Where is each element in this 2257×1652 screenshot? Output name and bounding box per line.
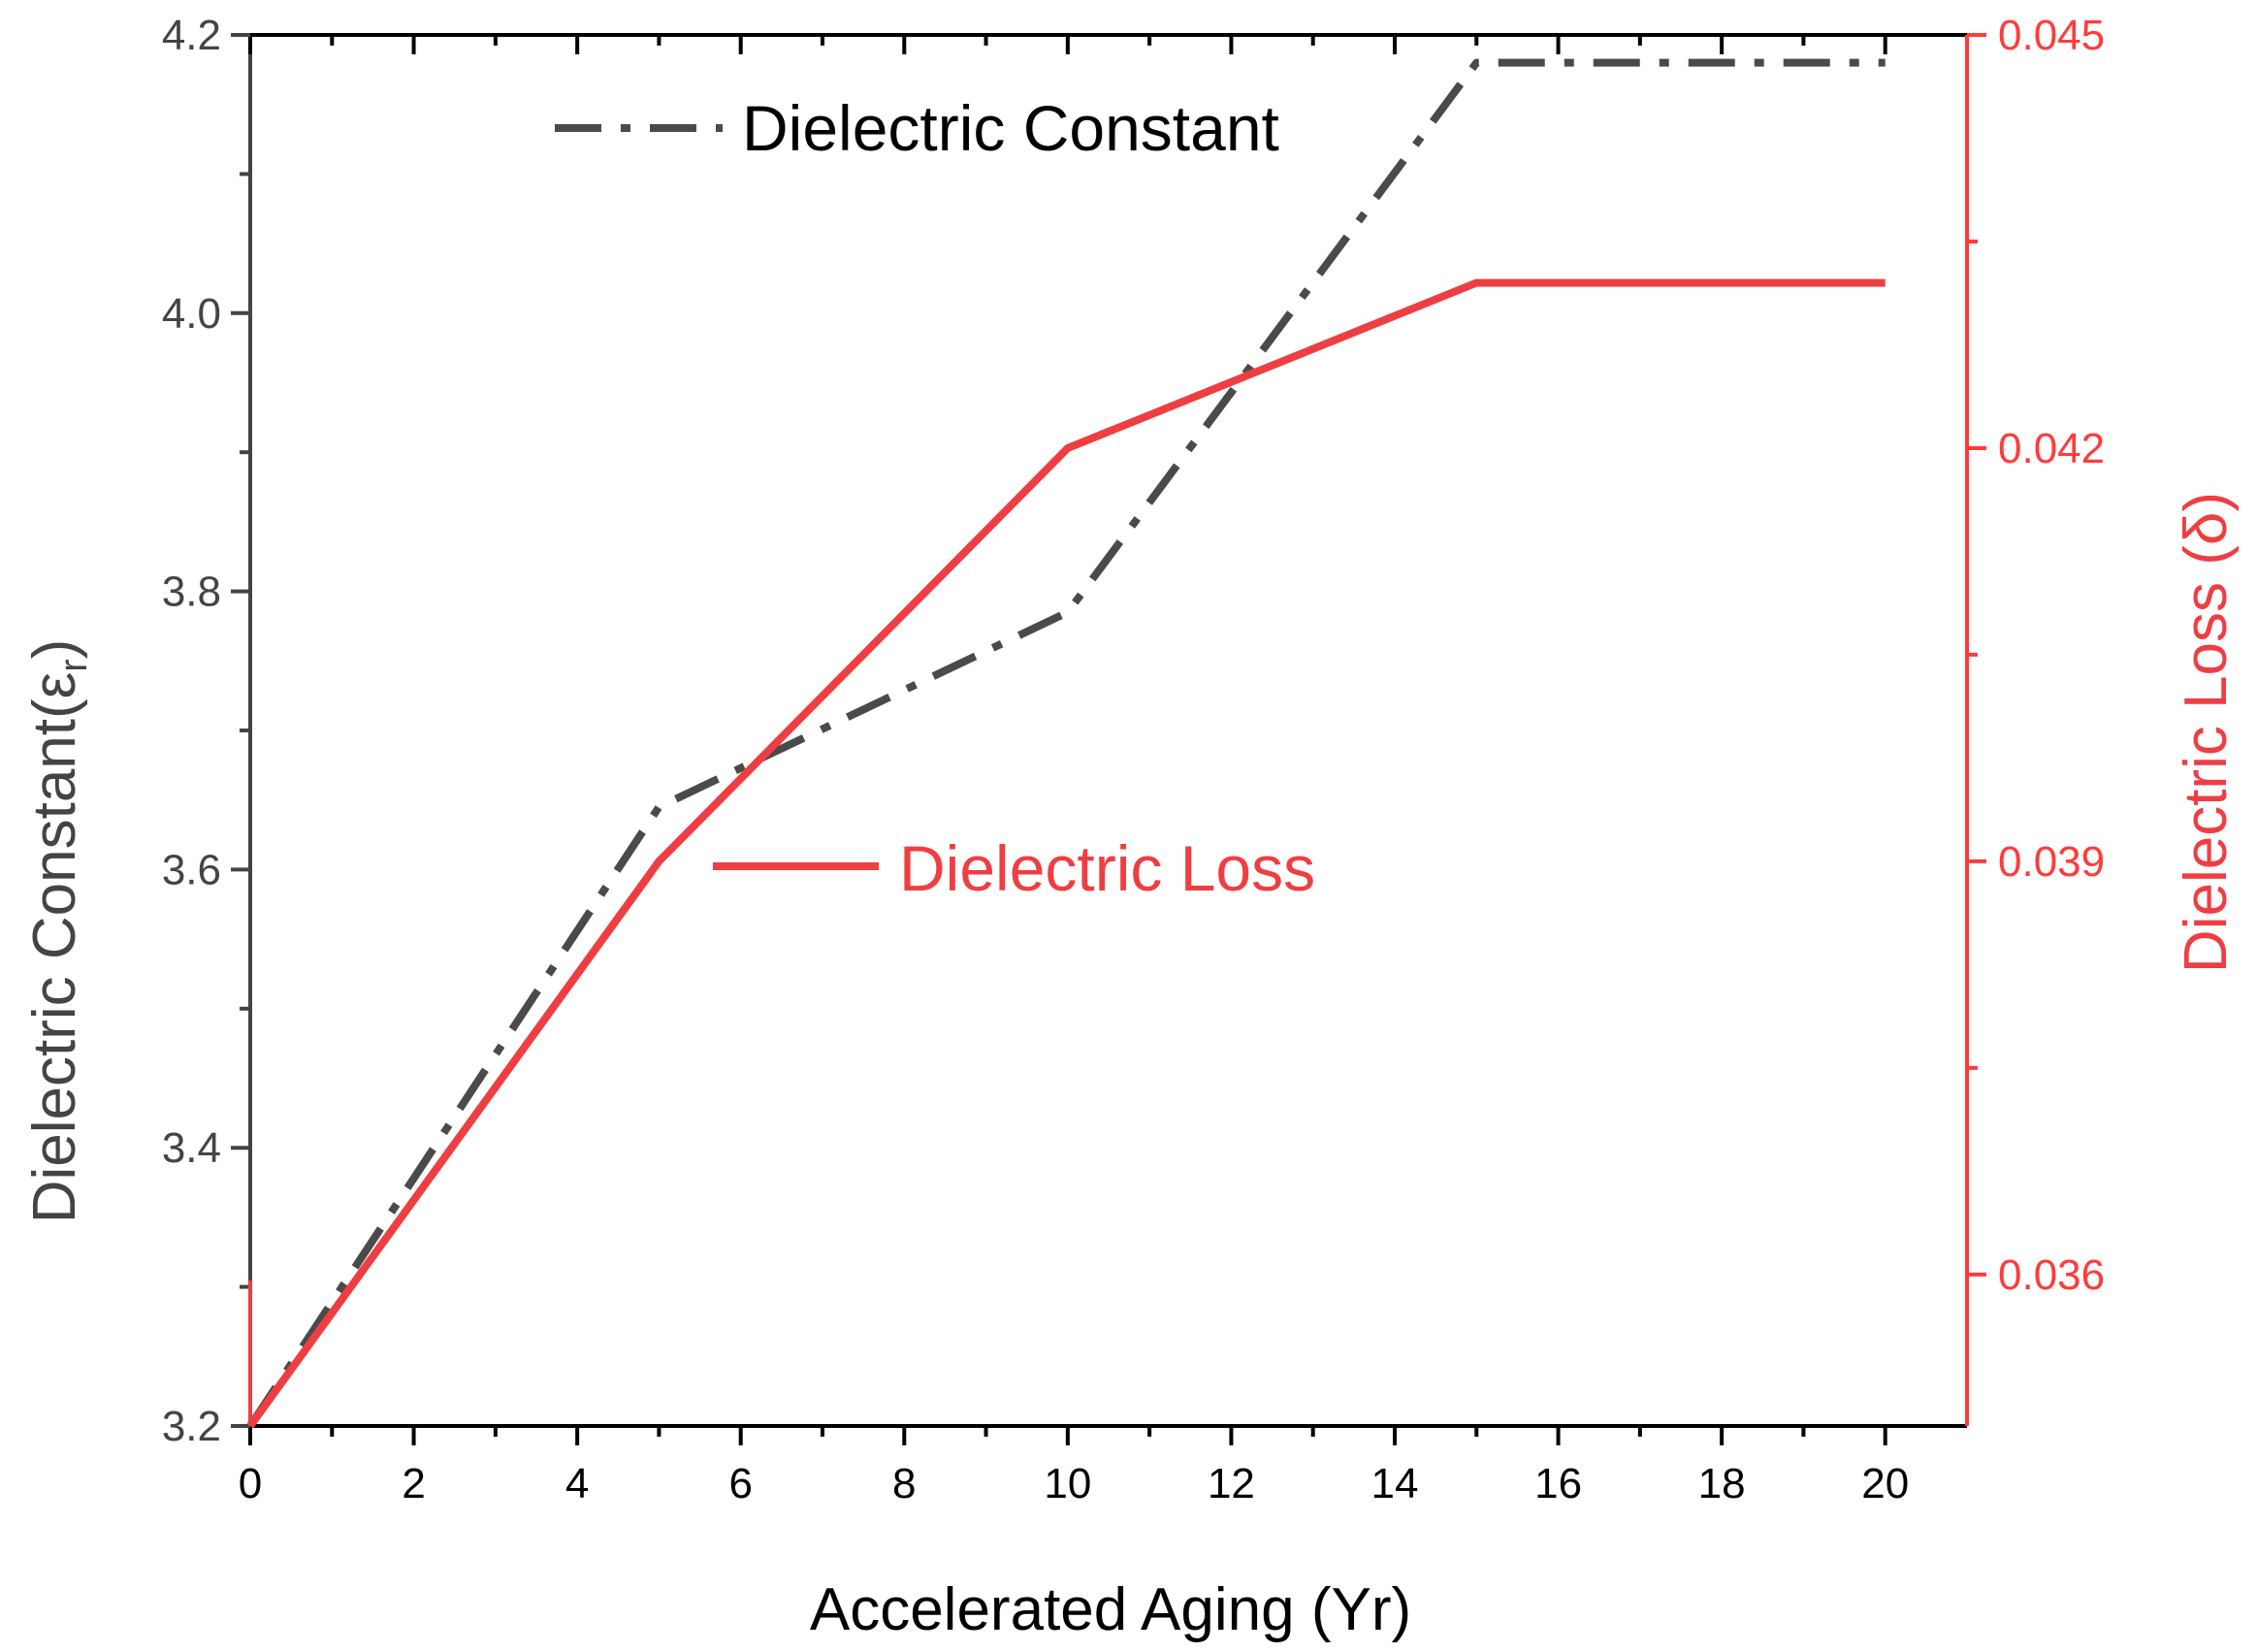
- axes: 0 2 4 6 8 10 12 14 16 18 20 3.2 3.4 3.6 3.8 4.0 4.2 0.036…: [162, 12, 2105, 1507]
- y-right-tick-label: 0.039: [1998, 838, 2105, 886]
- legend: Dielectric Constant Dielectric Loss: [555, 92, 1315, 904]
- x-tick-label: 18: [1698, 1460, 1746, 1507]
- y-axis-left-title-main: Dielectric Constant(ε: [21, 672, 88, 1224]
- y-right-tick-label: 0.045: [1998, 12, 2105, 59]
- x-tick-label: 16: [1534, 1460, 1582, 1507]
- y-axis-left-title-close: ): [21, 639, 88, 660]
- series-line-dielectric-loss: [246, 278, 1886, 1429]
- y-left-tick-label: 3.8: [162, 568, 221, 616]
- x-tick-label: 10: [1044, 1460, 1091, 1507]
- y-left-tick-label: 4.0: [162, 290, 221, 338]
- y-axis-left-title-subscript: r: [52, 659, 95, 671]
- x-tick-label: 14: [1371, 1460, 1419, 1507]
- legend-label-dielectric-constant: Dielectric Constant: [742, 92, 1279, 164]
- y-left-tick-label: 3.2: [162, 1403, 221, 1450]
- y-axis-right-title: Dielectric Loss (δ): [2173, 492, 2240, 973]
- x-tick-label: 12: [1208, 1460, 1255, 1507]
- y-left-tick-label: 3.6: [162, 846, 221, 893]
- series-line-dielectric-constant: [246, 58, 1886, 1429]
- x-axis-title: Accelerated Aging (Yr): [810, 1576, 1411, 1643]
- y-left-tick-label: 4.2: [162, 12, 221, 59]
- y-left-tick-label: 3.4: [162, 1124, 221, 1172]
- y-right-tick-label: 0.036: [1998, 1251, 2105, 1299]
- x-tick-label: 0: [239, 1460, 262, 1507]
- y-right-tick-label: 0.042: [1998, 425, 2105, 472]
- x-tick-label: 2: [402, 1460, 425, 1507]
- x-tick-label: 6: [728, 1460, 752, 1507]
- y-axis-left-title: Dielectric Constant(εr): [21, 639, 95, 1224]
- x-tick-label: 20: [1861, 1460, 1909, 1507]
- x-tick-label: 8: [892, 1460, 916, 1507]
- x-tick-label: 4: [565, 1460, 589, 1507]
- legend-label-dielectric-loss: Dielectric Loss: [899, 832, 1315, 904]
- series-layer: [246, 58, 1886, 1429]
- axis-titles: Accelerated Aging (Yr) Dielectric Consta…: [21, 492, 2240, 1643]
